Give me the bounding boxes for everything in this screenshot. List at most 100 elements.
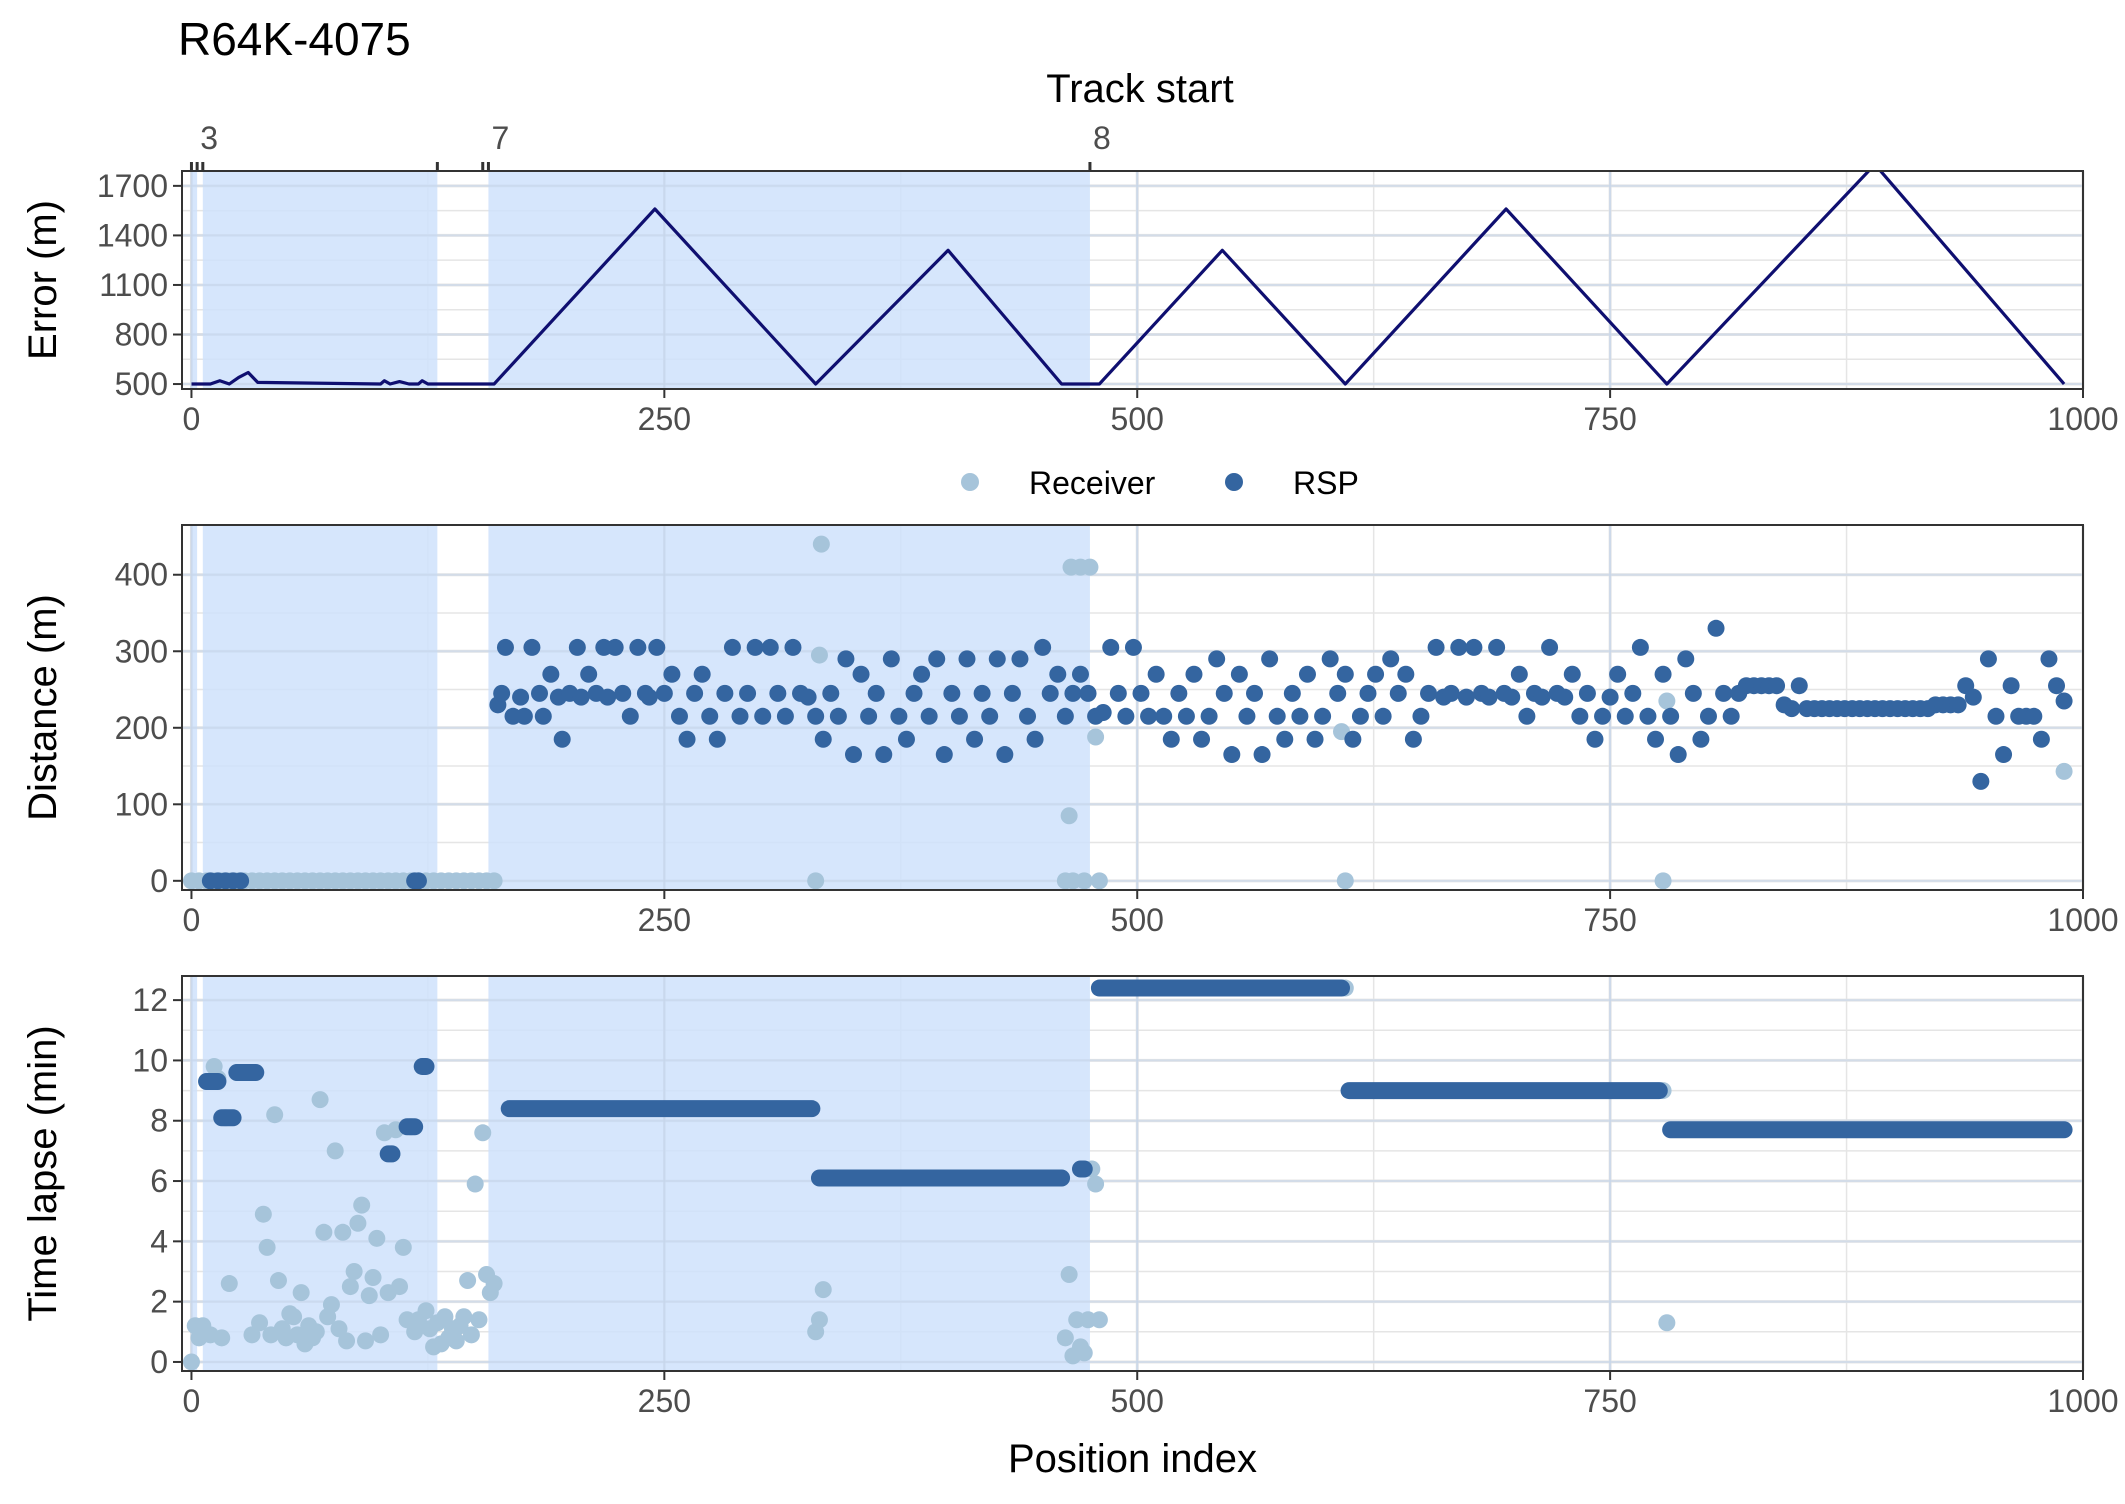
y-tick-label: 0	[150, 1344, 168, 1380]
point-rsp	[822, 684, 840, 702]
point-receiver	[810, 1311, 828, 1329]
point-rsp	[1140, 707, 1158, 725]
y-tick-label: 2	[150, 1284, 168, 1320]
point-rsp	[776, 707, 794, 725]
point-rsp	[1790, 677, 1808, 695]
point-rsp	[1011, 650, 1029, 668]
point-rsp	[1609, 665, 1627, 683]
point-rsp	[493, 684, 511, 702]
point-rsp	[670, 707, 688, 725]
point-rsp	[913, 665, 931, 683]
point-rsp	[621, 707, 639, 725]
point-rsp	[988, 650, 1006, 668]
point-rsp	[1359, 684, 1377, 702]
point-rsp	[1215, 684, 1233, 702]
track-start-label: 8	[1093, 120, 1111, 156]
point-receiver	[810, 646, 828, 664]
point-receiver	[455, 1308, 473, 1326]
x-tick-label: 1000	[2047, 401, 2118, 437]
point-rsp	[1321, 650, 1339, 668]
point-receiver	[485, 872, 503, 890]
point-rsp	[1654, 665, 1672, 683]
x-tick-label: 500	[1111, 902, 1164, 938]
x-tick-label: 250	[638, 401, 691, 437]
point-rsp	[1041, 684, 1059, 702]
point-rsp	[701, 707, 719, 725]
point-receiver	[391, 1278, 409, 1296]
point-rsp	[1397, 665, 1415, 683]
point-rsp	[1071, 665, 1089, 683]
point-rsp	[572, 688, 590, 706]
point-rsp	[860, 707, 878, 725]
point-receiver	[1075, 872, 1093, 890]
point-rsp	[1995, 746, 2013, 764]
point-rsp	[1586, 730, 1604, 748]
point-receiver	[368, 1229, 386, 1247]
point-receiver	[1056, 1329, 1074, 1347]
y-tick-label: 300	[115, 633, 168, 669]
point-rsp	[568, 638, 586, 656]
point-receiver	[1081, 558, 1099, 576]
x-tick-label: 1000	[2047, 1383, 2118, 1419]
point-receiver	[258, 1238, 276, 1256]
point-receiver	[292, 1284, 310, 1302]
point-rsp	[1155, 707, 1173, 725]
point-rsp	[1699, 707, 1717, 725]
point-rsp	[2032, 730, 2050, 748]
point-rsp	[512, 688, 530, 706]
point-rsp	[1571, 707, 1589, 725]
point-rsp	[1336, 665, 1354, 683]
point-rsp	[1223, 746, 1241, 764]
point-rsp	[844, 746, 862, 764]
y-tick-label: 6	[150, 1163, 168, 1199]
x-tick-label: 750	[1583, 902, 1636, 938]
point-rsp	[769, 684, 787, 702]
point-rsp	[1185, 665, 1203, 683]
point-rsp	[1715, 684, 1733, 702]
point-rsp	[678, 730, 696, 748]
point-receiver	[1060, 1266, 1078, 1284]
point-rsp	[1541, 638, 1559, 656]
point-receiver	[315, 1223, 333, 1241]
point-rsp	[1404, 730, 1422, 748]
point-rsp	[1594, 707, 1612, 725]
point-rsp	[1450, 638, 1468, 656]
point-rsp	[534, 707, 552, 725]
track-start-label: 7	[492, 120, 510, 156]
legend: Receiver RSP	[961, 465, 1359, 501]
point-rsp	[807, 707, 825, 725]
point-rsp	[1647, 730, 1665, 748]
legend-key-rsp	[1225, 473, 1243, 491]
point-receiver	[266, 1106, 284, 1124]
point-rsp	[686, 684, 704, 702]
point-rsp	[754, 707, 772, 725]
point-receiver	[812, 535, 830, 553]
point-rsp	[1124, 638, 1142, 656]
point-rsp	[799, 688, 817, 706]
point-receiver	[1336, 872, 1354, 890]
point-rsp	[1351, 707, 1369, 725]
panel-border	[181, 170, 2084, 390]
y-axis-label: Time lapse (min)	[21, 1025, 65, 1321]
plot-area	[182, 979, 2073, 1371]
track-segment-shade	[191, 976, 198, 1371]
point-rsp	[950, 707, 968, 725]
point-rsp	[1049, 665, 1067, 683]
chart-title: R64K-4075	[178, 13, 411, 65]
point-rsp	[1132, 684, 1150, 702]
point-rsp	[1389, 684, 1407, 702]
point-rsp	[1094, 703, 1112, 721]
point-rsp	[739, 684, 757, 702]
point-rsp	[1556, 688, 1574, 706]
plot-area	[182, 535, 2073, 890]
y-tick-label: 400	[115, 557, 168, 593]
point-rsp	[2048, 677, 2066, 695]
point-rsp	[1768, 677, 1786, 695]
point-rsp	[1412, 707, 1430, 725]
point-receiver	[338, 1332, 356, 1350]
point-rsp	[716, 684, 734, 702]
point-rsp	[928, 650, 946, 668]
point-receiver	[1658, 1314, 1676, 1332]
point-rsp	[1639, 707, 1657, 725]
point-receiver	[269, 1272, 287, 1290]
